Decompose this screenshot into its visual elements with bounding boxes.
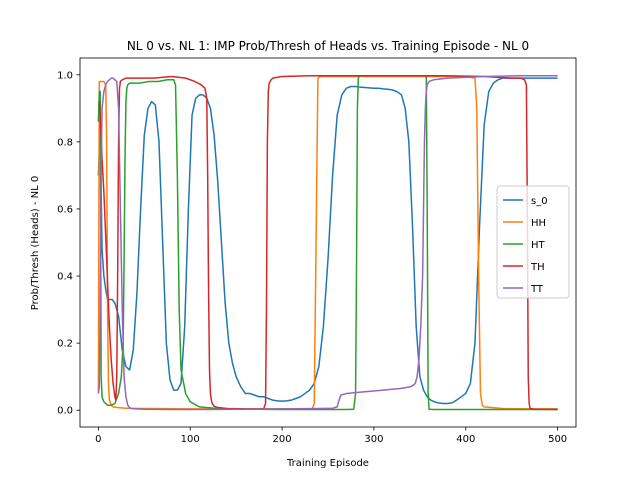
chart-title: NL 0 vs. NL 1: IMP Prob/Thresh of Heads … (127, 39, 529, 53)
x-tick-label: 0 (95, 434, 101, 445)
x-tick-label: 400 (456, 434, 475, 445)
plot-area (97, 75, 558, 411)
y-axis-label: Prob/Thresh (Heads) - NL 0 (30, 176, 41, 311)
x-tick-label: 300 (364, 434, 383, 445)
legend: s_0 HH HT TH TT (496, 185, 570, 299)
legend-box (496, 185, 570, 299)
x-tick-label: 100 (181, 434, 200, 445)
x-tick-label: 500 (548, 434, 567, 445)
y-tick-label: 0.2 (57, 339, 73, 350)
axes-frame (79, 57, 577, 428)
series-line-tt (97, 75, 558, 411)
legend-label: TT (530, 284, 544, 295)
y-tick-label: 0.4 (57, 272, 73, 283)
legend-label: HT (531, 240, 546, 251)
y-tick-label: 0.6 (57, 204, 73, 215)
x-tick-label: 200 (273, 434, 292, 445)
y-tick-label: 0.8 (57, 137, 73, 148)
y-tick-label: 0.0 (57, 406, 73, 417)
legend-label: HH (531, 218, 546, 229)
legend-label: TH (530, 262, 545, 273)
x-axis-label: Training Episode (286, 458, 369, 469)
series-line-s-0 (97, 77, 558, 405)
axes: 0 100 200 300 400 500 0.0 0.2 0.4 0.6 0.8 1.0 (57, 57, 577, 445)
legend-label: s_0 (531, 196, 548, 207)
series-line-th (98, 75, 558, 411)
y-tick-label: 1.0 (57, 70, 73, 81)
